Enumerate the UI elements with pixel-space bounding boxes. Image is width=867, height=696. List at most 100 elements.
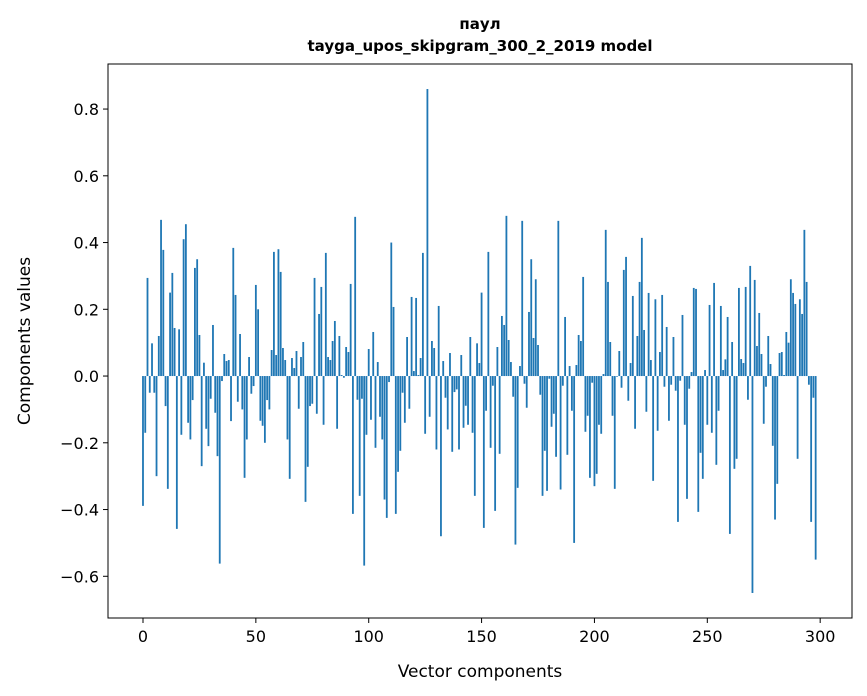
bar-148: [476, 343, 478, 377]
bar-286: [787, 342, 790, 377]
bar-195: [582, 276, 585, 377]
bar-24: [196, 259, 199, 377]
bar-244: [692, 287, 695, 377]
bar-68: [295, 351, 298, 377]
bar-219: [636, 335, 639, 377]
bar-142: [462, 376, 465, 428]
bar-250: [706, 376, 709, 425]
bar-295: [807, 376, 810, 385]
bar-216: [629, 363, 632, 377]
bar-9: [162, 249, 165, 377]
bar-31: [212, 324, 214, 377]
bar-259: [726, 316, 729, 377]
bar-40: [232, 247, 235, 377]
bar-44: [241, 376, 244, 410]
bar-226: [652, 376, 655, 481]
bar-136: [449, 353, 451, 377]
bar-274: [760, 354, 763, 377]
bar-229: [659, 352, 661, 377]
bar-98: [363, 376, 366, 566]
bar-230: [661, 294, 664, 377]
bar-182: [552, 376, 555, 414]
bar-235: [672, 336, 675, 377]
bar-172: [530, 259, 533, 377]
bar-281: [776, 376, 779, 484]
bar-59: [275, 355, 278, 377]
bar-111: [392, 306, 395, 377]
bar-18: [182, 239, 185, 377]
bar-203: [600, 376, 603, 434]
bar-124: [421, 252, 424, 377]
bar-72: [304, 376, 307, 502]
bar-239: [681, 314, 684, 377]
bar-25: [198, 334, 201, 377]
bar-143: [464, 376, 467, 406]
bar-81: [324, 252, 327, 377]
bar-120: [412, 371, 415, 377]
bar-48: [250, 376, 253, 394]
bar-97: [361, 376, 363, 399]
bar-240: [683, 376, 686, 425]
bar-158: [498, 376, 501, 454]
bar-118: [408, 376, 411, 409]
bar-3: [148, 376, 151, 393]
bar-52: [259, 376, 262, 421]
bar-6: [155, 376, 158, 477]
bar-23: [194, 267, 196, 377]
bar-277: [767, 335, 770, 377]
bar-73: [306, 376, 309, 467]
bar-270: [751, 376, 754, 593]
bar-58: [273, 251, 275, 377]
bar-145: [469, 336, 472, 377]
bar-46: [245, 376, 248, 440]
bar-276: [765, 376, 767, 387]
bar-112: [394, 376, 397, 514]
bar-242: [688, 376, 691, 389]
bar-102: [372, 331, 375, 377]
bar-222: [643, 329, 646, 377]
bar-288: [792, 292, 794, 377]
bar-121: [415, 297, 418, 377]
bar-176: [539, 376, 542, 395]
bar-218: [634, 376, 636, 429]
bar-173: [532, 337, 535, 377]
bar-146: [471, 376, 474, 433]
bar-11: [166, 376, 169, 489]
bar-261: [731, 342, 734, 377]
x-tick-label: 50: [246, 627, 266, 646]
bar-140: [458, 376, 460, 450]
bar-91: [347, 352, 350, 377]
bar-204: [602, 374, 605, 377]
bar-289: [794, 303, 797, 377]
bar-256: [719, 305, 722, 377]
bar-266: [742, 363, 745, 377]
bar-108: [385, 376, 388, 518]
bar-71: [302, 342, 305, 377]
bar-234: [670, 376, 673, 385]
bar-77: [315, 376, 318, 414]
bar-298: [814, 376, 817, 560]
bar-43: [239, 333, 241, 377]
bar-228: [656, 376, 659, 431]
bar-113: [397, 376, 399, 472]
x-tick-label: 100: [353, 627, 384, 646]
bar-185: [559, 376, 562, 490]
bar-65: [288, 376, 291, 479]
bar-99: [365, 376, 368, 435]
bar-83: [329, 360, 332, 377]
bar-251: [708, 304, 711, 377]
bar-17: [180, 376, 183, 435]
bar-1: [144, 376, 147, 433]
bar-241: [686, 376, 688, 499]
bar-36: [223, 354, 226, 377]
bar-133: [442, 361, 445, 377]
bar-15: [175, 376, 178, 529]
bar-149: [478, 363, 481, 377]
bar-8: [160, 219, 162, 377]
bar-62: [282, 348, 284, 377]
bar-263: [735, 376, 738, 459]
bar-88: [340, 375, 343, 377]
bar-246: [697, 376, 700, 512]
x-tick-label: 0: [138, 627, 148, 646]
